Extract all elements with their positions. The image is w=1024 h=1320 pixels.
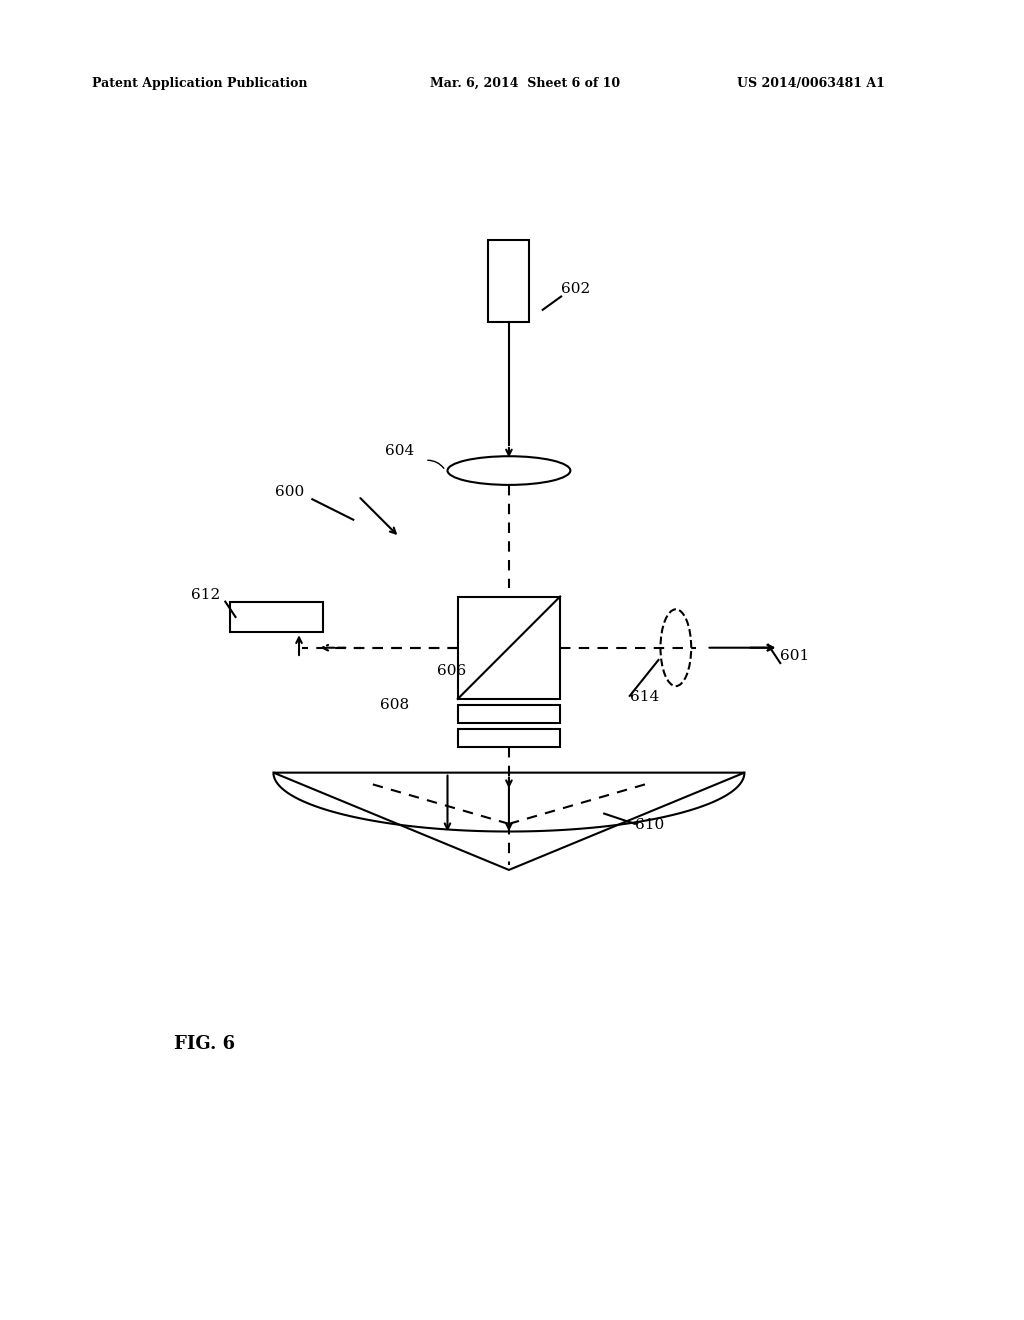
Text: 602: 602 — [561, 282, 591, 297]
Text: 610: 610 — [635, 818, 665, 832]
Bar — [458, 705, 560, 723]
Text: 601: 601 — [780, 649, 810, 663]
Text: 600: 600 — [275, 486, 304, 499]
Ellipse shape — [660, 610, 691, 686]
Text: Mar. 6, 2014  Sheet 6 of 10: Mar. 6, 2014 Sheet 6 of 10 — [430, 77, 621, 90]
Bar — [488, 240, 529, 322]
Bar — [458, 597, 560, 698]
Polygon shape — [273, 772, 744, 870]
Text: 604: 604 — [385, 445, 415, 458]
Text: 606: 606 — [436, 664, 466, 678]
Text: 614: 614 — [630, 690, 659, 704]
Ellipse shape — [447, 457, 570, 484]
Text: 608: 608 — [381, 698, 410, 713]
Text: 612: 612 — [190, 587, 220, 602]
Text: FIG. 6: FIG. 6 — [174, 1035, 236, 1053]
Bar — [458, 729, 560, 747]
Bar — [230, 602, 323, 632]
Text: Patent Application Publication: Patent Application Publication — [92, 77, 307, 90]
Text: US 2014/0063481 A1: US 2014/0063481 A1 — [737, 77, 885, 90]
